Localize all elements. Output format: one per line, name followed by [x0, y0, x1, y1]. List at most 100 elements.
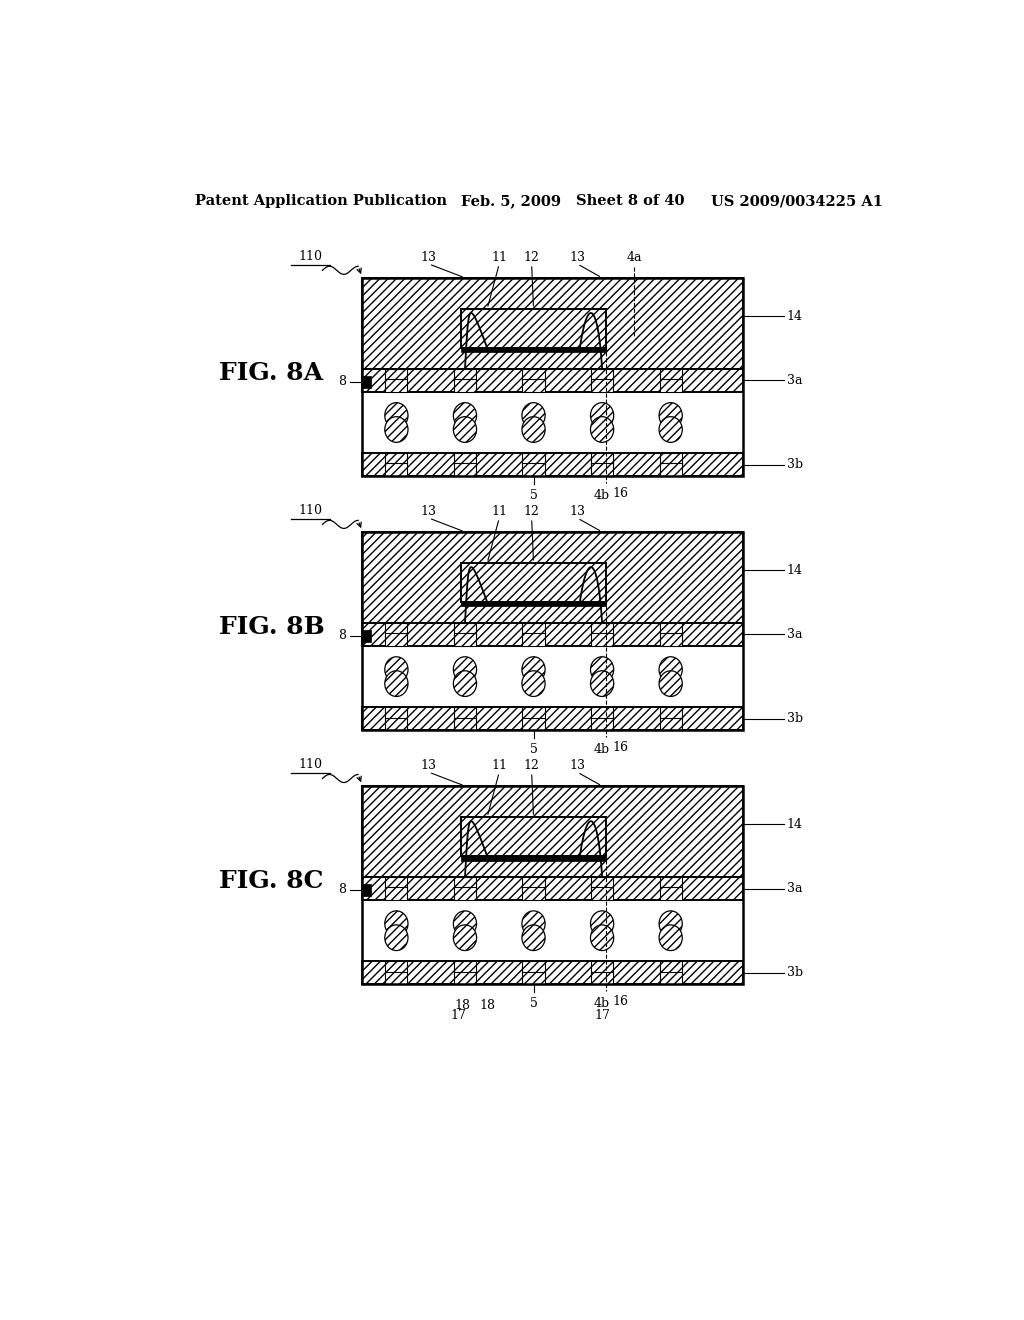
Bar [461, 348, 606, 352]
Ellipse shape [522, 417, 545, 442]
Text: 18: 18 [479, 999, 495, 1012]
Text: Feb. 5, 2009: Feb. 5, 2009 [461, 194, 561, 209]
Bar [454, 972, 476, 985]
Bar [362, 623, 743, 645]
Bar [385, 708, 408, 719]
Ellipse shape [659, 925, 682, 950]
Bar [522, 453, 545, 466]
Bar [385, 634, 408, 645]
Text: 3a: 3a [786, 374, 802, 387]
Bar [362, 878, 743, 900]
Bar [385, 453, 408, 466]
Text: FIG. 8B: FIG. 8B [219, 615, 325, 639]
Bar [454, 379, 476, 392]
Text: 13: 13 [569, 251, 586, 264]
Text: 17: 17 [594, 1008, 610, 1022]
Ellipse shape [591, 925, 613, 950]
Bar [659, 972, 682, 985]
Text: 16: 16 [612, 995, 628, 1008]
Bar [522, 634, 545, 645]
Bar [659, 718, 682, 730]
Bar [461, 562, 606, 602]
Bar [385, 370, 408, 381]
Bar [362, 785, 743, 878]
Bar [591, 961, 613, 974]
Bar [362, 785, 743, 985]
Text: 12: 12 [523, 251, 540, 264]
Ellipse shape [591, 417, 613, 442]
Text: FIG. 8A: FIG. 8A [219, 360, 324, 385]
Text: 18: 18 [455, 999, 471, 1012]
Bar [461, 817, 606, 857]
Bar [591, 463, 613, 477]
Ellipse shape [385, 417, 408, 442]
Ellipse shape [591, 657, 613, 682]
Ellipse shape [454, 403, 476, 429]
Ellipse shape [454, 671, 476, 697]
Bar [522, 972, 545, 985]
Bar [362, 277, 743, 370]
Text: 12: 12 [523, 506, 540, 517]
Bar [385, 961, 408, 974]
Ellipse shape [522, 911, 545, 937]
Text: 110: 110 [299, 504, 323, 517]
Bar [362, 884, 371, 896]
Text: Patent Application Publication: Patent Application Publication [196, 194, 447, 209]
Bar [591, 718, 613, 730]
Bar [659, 623, 682, 636]
Bar [659, 961, 682, 974]
Bar [461, 857, 606, 861]
Bar [454, 718, 476, 730]
Bar [362, 630, 371, 642]
Bar [454, 623, 476, 636]
Text: 13: 13 [421, 759, 437, 772]
Text: Sheet 8 of 40: Sheet 8 of 40 [577, 194, 685, 209]
Text: 11: 11 [492, 506, 507, 517]
Bar [454, 463, 476, 477]
Text: 14: 14 [786, 310, 803, 322]
Bar [522, 379, 545, 392]
Ellipse shape [591, 403, 613, 429]
Text: 8: 8 [338, 883, 346, 896]
Text: 11: 11 [492, 251, 507, 264]
Bar [591, 379, 613, 392]
Text: 16: 16 [612, 741, 628, 754]
Text: 8: 8 [338, 630, 346, 643]
Bar [659, 887, 682, 900]
Bar [385, 379, 408, 392]
Bar [522, 708, 545, 719]
Bar [454, 708, 476, 719]
Ellipse shape [522, 403, 545, 429]
Bar [461, 309, 606, 348]
Ellipse shape [659, 671, 682, 697]
Bar [591, 972, 613, 985]
Bar [522, 463, 545, 477]
Text: 4b: 4b [594, 997, 610, 1010]
Text: 11: 11 [492, 759, 507, 772]
Bar [362, 277, 743, 477]
Bar [591, 370, 613, 381]
Bar [362, 376, 371, 388]
Text: 3a: 3a [786, 882, 802, 895]
Ellipse shape [591, 671, 613, 697]
Bar [362, 532, 743, 730]
Bar [522, 718, 545, 730]
Text: 13: 13 [421, 506, 437, 517]
Bar [659, 634, 682, 645]
Bar [659, 453, 682, 466]
Bar [591, 708, 613, 719]
Text: 3b: 3b [786, 966, 803, 979]
Text: 13: 13 [569, 506, 586, 517]
Ellipse shape [385, 911, 408, 937]
Ellipse shape [659, 403, 682, 429]
Bar [362, 453, 743, 477]
Bar [454, 961, 476, 974]
Text: 3b: 3b [786, 458, 803, 471]
Ellipse shape [454, 417, 476, 442]
Bar [385, 623, 408, 636]
Bar [659, 370, 682, 381]
Bar [454, 887, 476, 900]
Ellipse shape [659, 911, 682, 937]
Ellipse shape [522, 657, 545, 682]
Bar [522, 961, 545, 974]
